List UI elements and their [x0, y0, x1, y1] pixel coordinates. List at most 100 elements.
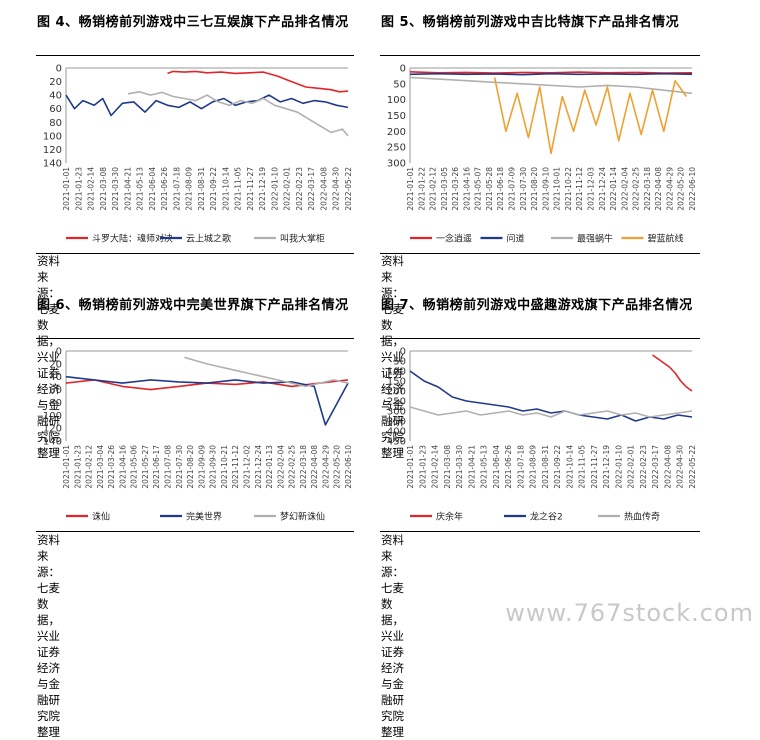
x-tick-label: 2021-10-14	[221, 167, 230, 211]
chart-title: 图 4、畅销榜前列游戏中三七互娱旗下产品排名情况	[37, 15, 349, 30]
x-tick-label: 2021-09-22	[209, 167, 218, 211]
y-tick-label: 120	[43, 424, 62, 435]
x-tick-label: 2021-05-07	[474, 167, 483, 211]
x-tick-label: 2021-09-30	[209, 445, 218, 489]
y-tick-label: 100	[43, 411, 62, 422]
x-tick-label: 2022-03-17	[307, 167, 316, 211]
x-tick-label: 2021-04-16	[118, 445, 127, 489]
x-tick-label: 2021-12-24	[598, 167, 607, 211]
y-tick-label: 150	[387, 377, 406, 388]
source-rule	[380, 253, 700, 254]
y-tick-label: 200	[387, 387, 406, 398]
x-tick-label: 2021-01-23	[73, 445, 82, 489]
series-line	[409, 72, 693, 76]
x-tick-label: 2021-07-18	[172, 167, 181, 211]
x-tick-label: 2021-05-13	[480, 445, 489, 489]
series-line	[652, 354, 693, 392]
x-tick-label: 2021-12-02	[242, 445, 251, 489]
chart-title: 图 7、畅销榜前列游戏中盛趣游戏旗下产品排名情况	[381, 298, 693, 313]
x-tick-label: 2021-12-24	[254, 445, 263, 489]
legend-label: 梦幻新诛仙	[280, 511, 325, 523]
legend-label: 叫我大掌柜	[280, 233, 325, 245]
x-tick-label: 2022-04-08	[319, 167, 328, 211]
y-tick-label: 60	[49, 385, 62, 396]
x-tick-label: 2021-01-01	[62, 445, 71, 489]
x-tick-label: 2021-02-14	[87, 167, 96, 211]
x-tick-label: 2022-04-30	[332, 167, 341, 211]
x-tick-label: 2021-03-05	[440, 167, 449, 211]
x-tick-label: 2021-01-22	[417, 167, 426, 211]
source-rule	[36, 531, 354, 532]
x-tick-label: 2021-06-26	[504, 445, 513, 489]
y-tick-label: 80	[49, 118, 62, 129]
y-tick-label: 400	[387, 427, 406, 438]
x-tick-label: 2021-09-22	[553, 445, 562, 489]
x-tick-label: 2022-04-08	[310, 445, 319, 489]
x-tick-label: 2021-03-30	[111, 167, 120, 211]
x-tick-label: 2021-06-26	[160, 167, 169, 211]
x-tick-label: 2022-04-08	[663, 445, 672, 489]
x-tick-label: 2021-11-12	[575, 167, 584, 211]
x-tick-label: 2021-01-23	[74, 167, 83, 211]
title-rule	[380, 338, 700, 339]
x-tick-label: 2021-11-27	[590, 445, 599, 489]
x-tick-label: 2021-03-04	[96, 445, 105, 489]
y-tick-label: 60	[49, 104, 62, 115]
legend-label: 诛仙	[92, 511, 110, 523]
title-rule	[36, 55, 354, 56]
series-line	[65, 94, 349, 117]
legend-label: 碧蓝航线	[648, 233, 684, 245]
x-tick-label: 2022-05-20	[333, 445, 342, 489]
y-tick-label: 80	[49, 398, 62, 409]
legend-label: 一念逍遥	[436, 233, 472, 245]
x-tick-label: 2022-06-10	[344, 445, 353, 489]
x-tick-label: 2021-04-21	[467, 445, 476, 489]
x-tick-label: 2021-08-31	[197, 167, 206, 211]
x-tick-label: 2021-10-01	[553, 167, 562, 211]
x-tick-label: 2021-01-01	[406, 167, 415, 211]
y-tick-label: 250	[387, 143, 406, 154]
legend-label: 云上城之歌	[186, 233, 231, 245]
x-tick-label: 2021-07-09	[508, 167, 517, 211]
x-tick-label: 2021-10-14	[565, 445, 574, 489]
y-tick-label: 350	[387, 417, 406, 428]
x-tick-label: 2022-02-23	[295, 167, 304, 211]
legend-label: 完美世界	[186, 511, 222, 523]
y-tick-label: 120	[43, 145, 62, 156]
x-tick-label: 2022-04-30	[676, 445, 685, 489]
y-tick-label: 200	[387, 127, 406, 138]
x-tick-label: 2021-12-03	[586, 167, 595, 211]
x-tick-label: 2021-08-31	[541, 445, 550, 489]
y-tick-label: 450	[387, 437, 406, 448]
x-tick-label: 2022-03-17	[651, 445, 660, 489]
x-tick-label: 2022-02-25	[288, 445, 297, 489]
x-tick-label: 2022-02-23	[639, 445, 648, 489]
x-tick-label: 2021-05-28	[485, 167, 494, 211]
x-tick-label: 2021-07-30	[175, 445, 184, 489]
legend-label: 斗罗大陆：魂师对决	[92, 233, 173, 245]
x-tick-label: 2021-08-20	[530, 167, 539, 211]
x-tick-label: 2022-06-10	[688, 167, 697, 211]
y-tick-label: 140	[43, 159, 62, 170]
x-tick-label: 2022-02-01	[283, 167, 292, 211]
x-tick-label: 2021-03-30	[455, 445, 464, 489]
x-tick-label: 2021-03-08	[443, 445, 452, 489]
x-tick-label: 2021-11-05	[578, 445, 587, 489]
x-tick-label: 2022-04-08	[654, 167, 663, 211]
series-line	[409, 370, 693, 422]
series-line	[409, 71, 693, 74]
source-note: 资料来源：七麦数据，兴业证券经济与金融研究院整理	[381, 533, 404, 739]
x-tick-label: 2021-05-27	[141, 445, 150, 489]
x-tick-label: 2021-03-26	[107, 445, 116, 489]
source-rule	[36, 253, 354, 254]
chart-title: 图 5、畅销榜前列游戏中吉比特旗下产品排名情况	[381, 15, 680, 30]
x-tick-label: 2021-02-14	[431, 445, 440, 489]
x-tick-label: 2021-07-08	[164, 445, 173, 489]
x-tick-label: 2022-05-22	[344, 167, 353, 211]
series-line	[65, 375, 349, 426]
x-tick-label: 2021-02-12	[85, 445, 94, 489]
x-tick-label: 2022-05-20	[677, 167, 686, 211]
